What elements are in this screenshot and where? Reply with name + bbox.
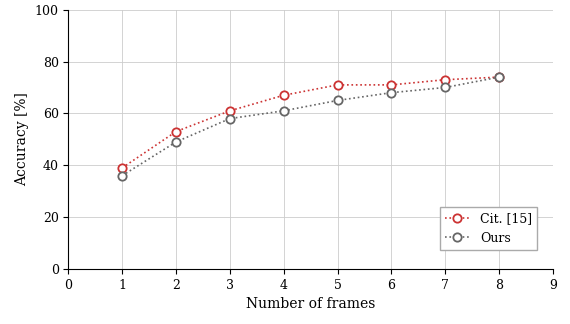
Ours — [388, 91, 395, 95]
Ours — [119, 174, 125, 178]
Cit. [15] — [173, 130, 180, 133]
Legend: Cit. [15], Ours: Cit. [15], Ours — [440, 207, 537, 250]
Ours — [334, 98, 341, 102]
Ours — [226, 117, 233, 121]
Cit. [15] — [226, 109, 233, 113]
Ours — [442, 86, 449, 89]
Line: Cit. [15]: Cit. [15] — [118, 73, 503, 172]
Ours — [280, 109, 287, 113]
Y-axis label: Accuracy [%]: Accuracy [%] — [15, 92, 29, 186]
Cit. [15] — [388, 83, 395, 87]
Cit. [15] — [280, 93, 287, 97]
Cit. [15] — [119, 166, 125, 170]
Ours — [496, 75, 503, 79]
Cit. [15] — [442, 78, 449, 82]
Ours — [173, 140, 180, 144]
Cit. [15] — [334, 83, 341, 87]
X-axis label: Number of frames: Number of frames — [246, 297, 375, 311]
Cit. [15] — [496, 75, 503, 79]
Line: Ours: Ours — [118, 73, 503, 180]
